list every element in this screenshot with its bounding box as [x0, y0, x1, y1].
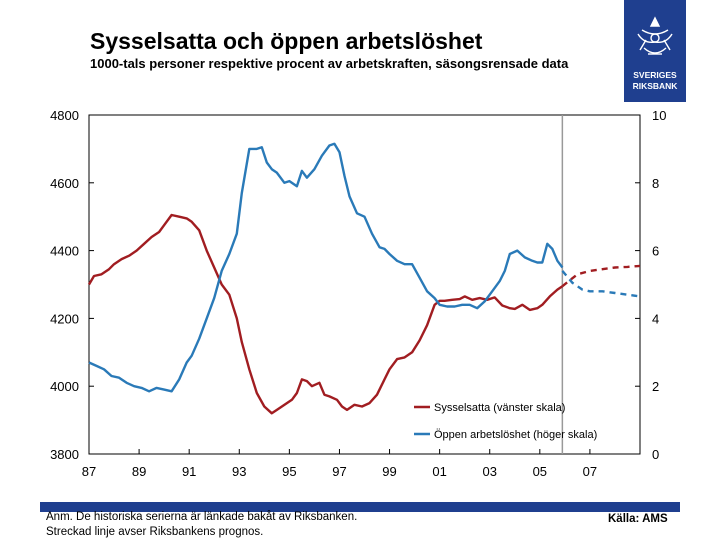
employed-forecast-line [561, 264, 641, 288]
x-tick-label: 97 [332, 464, 346, 479]
footnote-line-2: Streckad linje avser Riksbankens prognos… [46, 526, 264, 538]
x-tick-label: 89 [132, 464, 146, 479]
y-left-tick-label: 3800 [50, 447, 79, 462]
y-left-tick-label: 4200 [50, 311, 79, 326]
riksbank-logo: SVERIGES RIKSBANK [624, 0, 686, 102]
source-label: Källa: AMS [608, 513, 668, 525]
unemployment-forecast-line [561, 270, 641, 298]
y-right-tick-label: 8 [652, 176, 659, 191]
y-right-tick-label: 2 [652, 379, 659, 394]
y-right-tick-label: 4 [652, 311, 659, 326]
x-tick-label: 91 [182, 464, 196, 479]
x-tick-label: 87 [82, 464, 96, 479]
line-chart: 3800 4000 4200 4400 4600 4800 0 2 4 6 8 10 87 89 91 93 9… [50, 108, 666, 479]
footnote-line-1: Anm. De historiska serierna är länkade b… [46, 511, 358, 523]
unemployment-line [88, 142, 564, 393]
y-left-tick-label: 4800 [50, 108, 79, 123]
logo-text-sveriges: SVERIGES [633, 70, 677, 80]
legend-label-unemployed: Öppen arbetslöshet (höger skala) [434, 429, 597, 441]
legend-label-employed: Sysselsatta (vänster skala) [434, 402, 565, 414]
y-left-tick-label: 4600 [50, 176, 79, 191]
footnote: Anm. De historiska serierna är länkade b… [46, 510, 357, 540]
x-tick-label: 95 [282, 464, 296, 479]
plot-area [88, 114, 641, 455]
x-tick-label: 03 [482, 464, 496, 479]
x-tick-label: 01 [432, 464, 446, 479]
x-tick-label: 07 [583, 464, 597, 479]
logo-text-riksbank: RIKSBANK [633, 81, 679, 91]
x-tick-label: 05 [533, 464, 547, 479]
x-tick-label: 93 [232, 464, 246, 479]
y-right-tick-label: 6 [652, 244, 659, 259]
x-tick-label: 99 [382, 464, 396, 479]
employed-line [87, 213, 564, 415]
footer-bar [40, 502, 680, 512]
y-right-tick-label: 10 [652, 108, 666, 123]
y-left-tick-label: 4000 [50, 379, 79, 394]
y-left-tick-label: 4400 [50, 244, 79, 259]
chart-title: Sysselsatta och öppen arbetslöshet [90, 28, 483, 54]
y-right-tick-label: 0 [652, 447, 659, 462]
chart-subtitle: 1000-tals personer respektive procent av… [90, 56, 569, 71]
